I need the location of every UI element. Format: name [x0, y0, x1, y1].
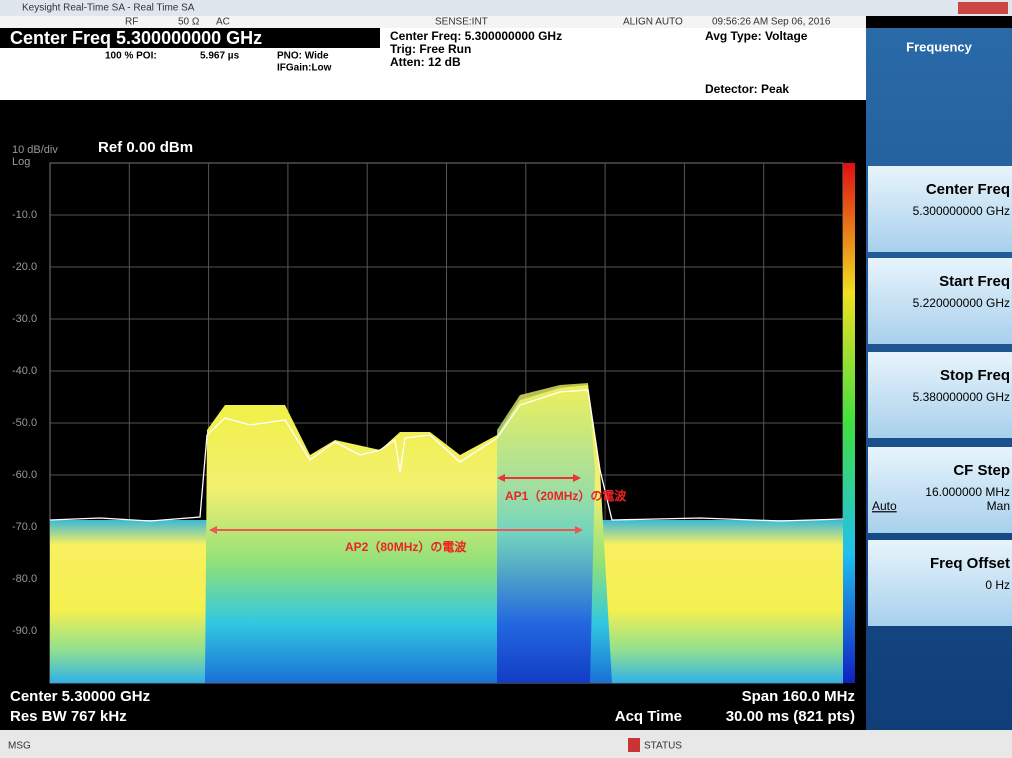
- menu-title: Frequency: [906, 39, 973, 54]
- window-title: Keysight Real-Time SA - Real Time SA: [22, 3, 195, 14]
- footer-span: Span 160.0 MHz: [742, 688, 855, 705]
- y-axis-label: -30.0: [12, 313, 37, 325]
- coupling: AC: [216, 17, 230, 28]
- msg: MSG: [8, 741, 31, 752]
- y-axis-label: -20.0: [12, 261, 37, 273]
- y-axis-label: -40.0: [12, 365, 37, 377]
- y-axis-label: -90.0: [12, 625, 37, 637]
- attenuation: Atten: 12 dB: [390, 55, 461, 69]
- softkey[interactable]: Start Freq 5.220000000 GHz: [868, 258, 1012, 344]
- softkey-value: 5.380000000 GHz: [913, 390, 1010, 404]
- poi-time: 5.967 µs: [200, 51, 240, 62]
- softkey-label: Center Freq: [926, 181, 1010, 198]
- status-bar: [0, 730, 1012, 758]
- status[interactable]: STATUS: [644, 741, 682, 752]
- softkey-value: 0 Hz: [985, 578, 1010, 592]
- softkey-label: Freq Offset: [930, 555, 1010, 572]
- status-icon: [628, 738, 640, 752]
- softkey-label: Stop Freq: [940, 367, 1010, 384]
- trigger: Trig: Free Run: [390, 42, 471, 56]
- ref-level: Ref 0.00 dBm: [98, 139, 193, 156]
- align: ALIGN AUTO: [623, 17, 683, 28]
- softkey-value: 5.300000000 GHz: [913, 204, 1010, 218]
- log: Log: [12, 156, 30, 168]
- detector: Detector: Peak: [705, 82, 789, 96]
- ap2-label: AP2（80MHz）の電波: [345, 539, 467, 554]
- softkey[interactable]: Center Freq 5.300000000 GHz: [868, 166, 1012, 252]
- y-axis-label: -50.0: [12, 417, 37, 429]
- center-freq-title: Center Freq 5.300000000 GHz: [10, 28, 262, 48]
- window-controls[interactable]: [958, 2, 1008, 14]
- avg-type: Avg Type: Voltage: [705, 29, 808, 43]
- softkey[interactable]: Freq Offset 0 Hz: [868, 540, 1012, 626]
- y-axis-label: -10.0: [12, 209, 37, 221]
- color-bar: [843, 163, 855, 683]
- softkeys: Center Freq 5.300000000 GHz Start Freq 5.22…: [868, 166, 1012, 626]
- y-axis-label: -80.0: [12, 573, 37, 585]
- page: Keysight Real-Time SA - Real Time SA RF …: [0, 0, 1012, 758]
- ap1-spectrum: [497, 383, 595, 683]
- pno: PNO: Wide: [277, 51, 329, 62]
- footer-center: Center 5.30000 GHz: [10, 688, 150, 705]
- footer-res-bw: Res BW 767 kHz: [10, 708, 127, 725]
- softkey-option[interactable]: Auto: [872, 499, 897, 513]
- center-freq-info: Center Freq: 5.300000000 GHz: [390, 29, 562, 43]
- softkey-value: 16.000000 MHz: [925, 485, 1010, 499]
- footer-acq-label: Acq Time: [615, 708, 682, 725]
- ifgain: IFGain:Low: [277, 63, 332, 74]
- impedance: 50 Ω: [178, 17, 200, 28]
- y-axis-label: -70.0: [12, 521, 37, 533]
- softkey-value: 5.220000000 GHz: [913, 296, 1010, 310]
- ap1-label: AP1（20MHz）の電波: [505, 488, 627, 503]
- sense: SENSE:INT: [435, 17, 488, 28]
- timestamp: 09:56:26 AM Sep 06, 2016: [712, 17, 831, 28]
- softkey[interactable]: CF Step 16.000000 MHz Auto Man: [868, 447, 1012, 533]
- footer-acq: 30.00 ms (821 pts): [726, 708, 855, 725]
- scale: 10 dB/div: [12, 144, 58, 156]
- rf: RF: [125, 17, 138, 28]
- softkey-label: Start Freq: [939, 273, 1010, 290]
- softkey-option[interactable]: Man: [987, 499, 1010, 513]
- poi: 100 % POI:: [105, 51, 157, 62]
- softkey-label: CF Step: [953, 462, 1010, 479]
- softkey[interactable]: Stop Freq 5.380000000 GHz: [868, 352, 1012, 438]
- screen: Keysight Real-Time SA - Real Time SA RF …: [0, 0, 1012, 758]
- y-axis-label: -60.0: [12, 469, 37, 481]
